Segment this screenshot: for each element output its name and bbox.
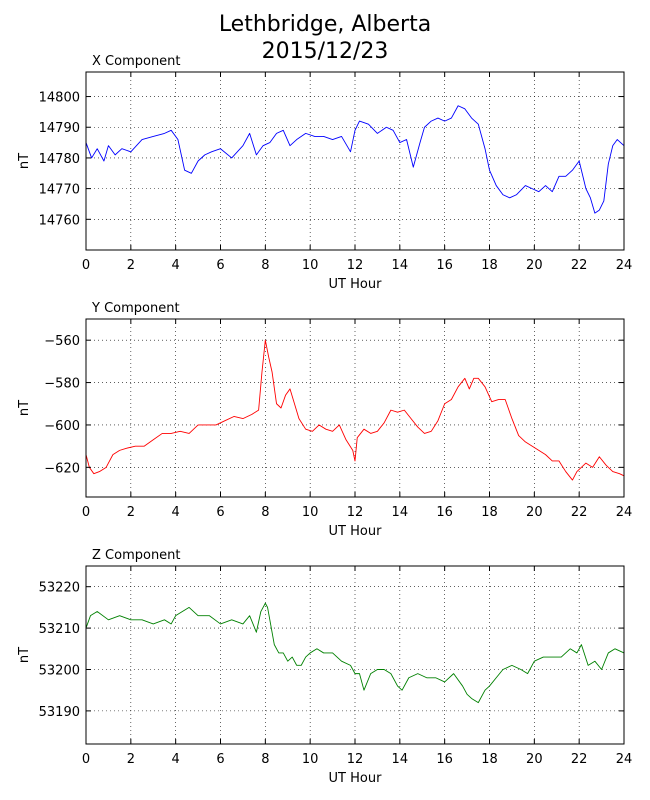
x-tick-label: 6 <box>216 505 224 520</box>
x-axis-label: UT Hour <box>329 524 383 539</box>
x-tick-label: 8 <box>261 752 269 767</box>
x-tick-label: 22 <box>571 752 588 767</box>
x-tick-label: 6 <box>216 752 224 767</box>
x-tick-label: 16 <box>436 752 453 767</box>
x-tick-label: 18 <box>481 505 498 520</box>
x-tick-label: 6 <box>216 258 224 273</box>
x-tick-label: 0 <box>82 505 90 520</box>
x-tick-label: 10 <box>302 505 319 520</box>
y-axis-label: nT <box>17 153 32 169</box>
x-tick-label: 18 <box>481 752 498 767</box>
x-tick-label: 8 <box>261 258 269 273</box>
x-tick-label: 12 <box>347 505 364 520</box>
figure-title: Lethbridge, Alberta <box>218 12 432 37</box>
series-line <box>85 339 625 481</box>
x-tick-label: 4 <box>172 752 180 767</box>
x-tick-label: 2 <box>127 752 135 767</box>
x-tick-label: 10 <box>302 752 319 767</box>
x-tick-label: 20 <box>526 505 543 520</box>
x-tick-label: 14 <box>392 752 409 767</box>
panel-title: Z Component <box>92 548 181 563</box>
x-tick-label: 22 <box>571 258 588 273</box>
x-tick-label: 24 <box>616 752 633 767</box>
y-tick-label: −580 <box>44 377 80 392</box>
y-tick-label: 14780 <box>39 152 80 167</box>
x-tick-label: 22 <box>571 505 588 520</box>
y-axis-label: nT <box>17 400 32 416</box>
series-line <box>85 602 625 704</box>
x-tick-label: 12 <box>347 258 364 273</box>
x-tick-label: 0 <box>82 752 90 767</box>
panel-title: X Component <box>92 54 181 69</box>
y-tick-label: −560 <box>44 334 80 349</box>
figure-date: 2015/12/23 <box>261 39 389 64</box>
x-tick-label: 12 <box>347 752 364 767</box>
y-tick-label: 14760 <box>39 213 80 228</box>
x-tick-label: 0 <box>82 258 90 273</box>
x-tick-label: 16 <box>436 258 453 273</box>
x-tick-label: 16 <box>436 505 453 520</box>
x-axis-label: UT Hour <box>329 771 383 786</box>
x-tick-label: 20 <box>526 258 543 273</box>
x-tick-label: 2 <box>127 258 135 273</box>
x-tick-label: 8 <box>261 505 269 520</box>
y-tick-label: 14770 <box>39 183 80 198</box>
x-tick-label: 18 <box>481 258 498 273</box>
x-tick-label: 4 <box>172 505 180 520</box>
y-tick-label: 53220 <box>39 581 80 596</box>
y-tick-label: −600 <box>44 419 80 434</box>
x-tick-label: 20 <box>526 752 543 767</box>
y-tick-label: 53190 <box>39 705 80 720</box>
x-tick-label: 14 <box>392 258 409 273</box>
y-axis-label: nT <box>17 647 32 663</box>
x-tick-label: 24 <box>616 258 633 273</box>
x-axis-label: UT Hour <box>329 277 383 292</box>
y-tick-label: −620 <box>44 461 80 476</box>
x-tick-label: 14 <box>392 505 409 520</box>
x-tick-label: 2 <box>127 505 135 520</box>
y-tick-label: 14800 <box>39 91 80 106</box>
x-tick-label: 10 <box>302 258 319 273</box>
x-tick-label: 24 <box>616 505 633 520</box>
y-tick-label: 53200 <box>39 663 80 678</box>
series-line <box>85 105 625 214</box>
x-tick-label: 4 <box>172 258 180 273</box>
y-tick-label: 14790 <box>39 121 80 136</box>
panel-title: Y Component <box>91 301 180 316</box>
y-tick-label: 53210 <box>39 622 80 637</box>
